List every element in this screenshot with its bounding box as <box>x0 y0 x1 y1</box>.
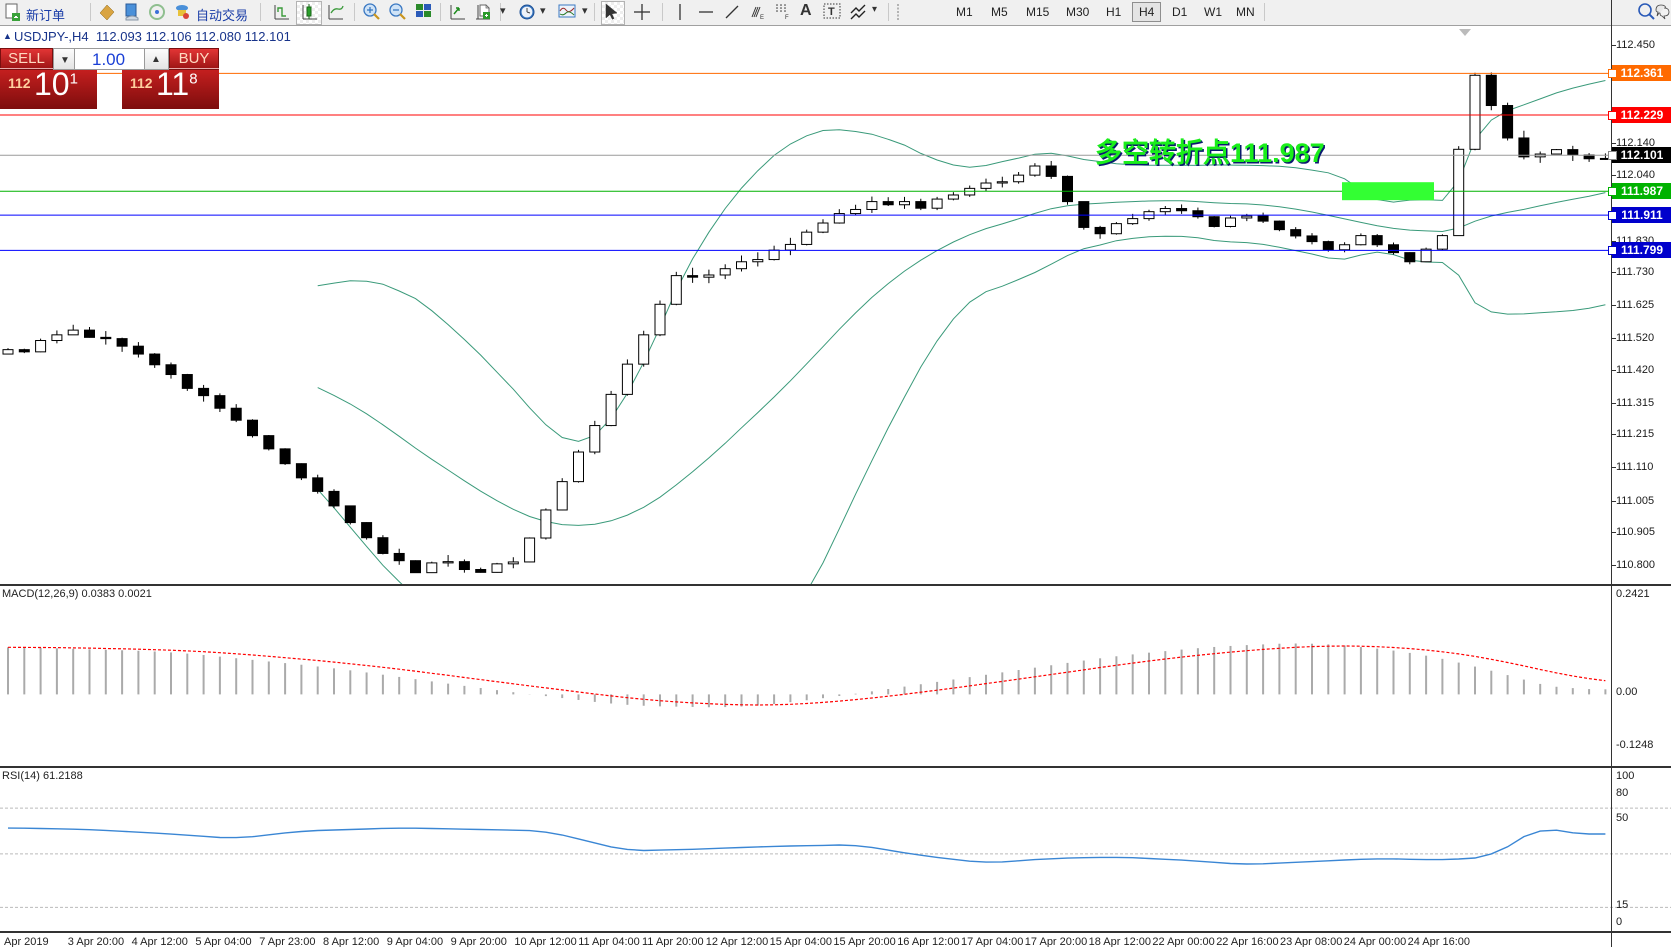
svg-text:16 Apr 12:00: 16 Apr 12:00 <box>897 936 959 947</box>
svg-text:MACD(12,26,9) 0.0383 0.0021: MACD(12,26,9) 0.0383 0.0021 <box>2 588 152 600</box>
svg-text:17 Apr 20:00: 17 Apr 20:00 <box>1025 936 1087 947</box>
svg-text:E: E <box>760 15 764 21</box>
svg-text:7 Apr 23:00: 7 Apr 23:00 <box>259 936 315 947</box>
svg-text:Apr 2019: Apr 2019 <box>4 936 49 947</box>
svg-text:11 Apr 20:00: 11 Apr 20:00 <box>642 936 704 947</box>
svg-text:RSI(14) 61.2188: RSI(14) 61.2188 <box>2 770 83 782</box>
svg-text:22 Apr 00:00: 22 Apr 00:00 <box>1152 936 1214 947</box>
svg-text:5 Apr 04:00: 5 Apr 04:00 <box>195 936 251 947</box>
svg-text:18 Apr 12:00: 18 Apr 12:00 <box>1089 936 1151 947</box>
svg-text:11 Apr 04:00: 11 Apr 04:00 <box>578 936 640 947</box>
svg-text:22 Apr 16:00: 22 Apr 16:00 <box>1216 936 1278 947</box>
svg-text:17 Apr 04:00: 17 Apr 04:00 <box>961 936 1023 947</box>
svg-text:T: T <box>828 6 835 18</box>
svg-text:9 Apr 04:00: 9 Apr 04:00 <box>387 936 443 947</box>
svg-text:9 Apr 20:00: 9 Apr 20:00 <box>451 936 507 947</box>
svg-text:F: F <box>785 15 789 21</box>
svg-text:15 Apr 04:00: 15 Apr 04:00 <box>770 936 832 947</box>
svg-text:24 Apr 00:00: 24 Apr 00:00 <box>1344 936 1406 947</box>
svg-text:多空转折点111.987: 多空转折点111.987 <box>1095 137 1325 168</box>
svg-text:10 Apr 12:00: 10 Apr 12:00 <box>514 936 576 947</box>
svg-text:23 Apr 08:00: 23 Apr 08:00 <box>1280 936 1342 947</box>
svg-text:12 Apr 12:00: 12 Apr 12:00 <box>706 936 768 947</box>
svg-text:15 Apr 20:00: 15 Apr 20:00 <box>833 936 895 947</box>
svg-text:4 Apr 12:00: 4 Apr 12:00 <box>132 936 188 947</box>
svg-text:3 Apr 20:00: 3 Apr 20:00 <box>68 936 124 947</box>
svg-text:24 Apr 16:00: 24 Apr 16:00 <box>1408 936 1470 947</box>
svg-text:8 Apr 12:00: 8 Apr 12:00 <box>323 936 379 947</box>
